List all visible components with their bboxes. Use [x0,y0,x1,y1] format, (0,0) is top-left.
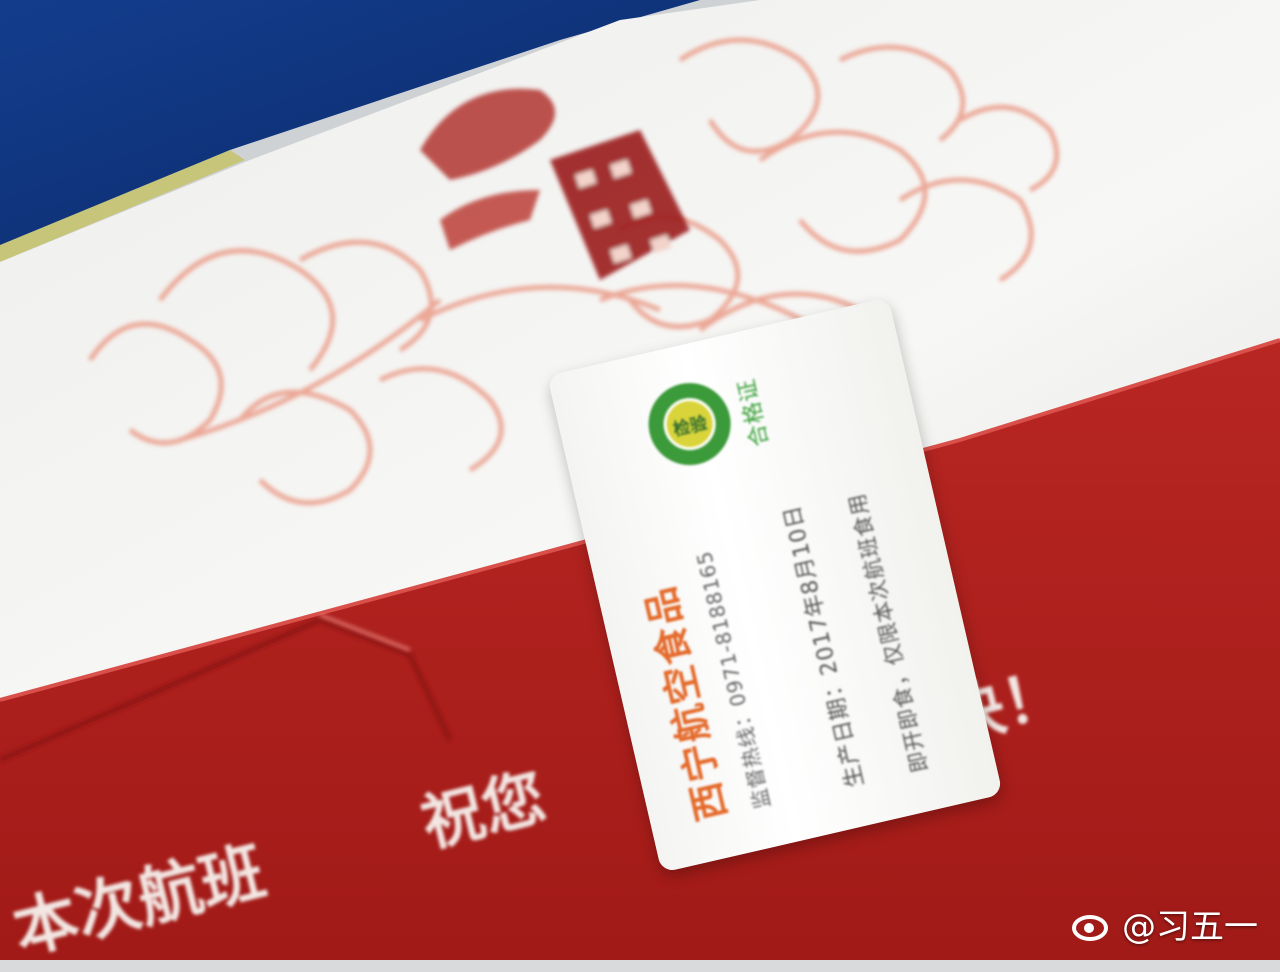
qa-label: 合格证 [734,375,775,449]
seat-edge [0,150,245,262]
box-logo [420,88,690,280]
box-top [0,0,1280,700]
box-flap [0,617,453,763]
qa-badge-icon: 检验 [640,374,739,474]
weibo-icon [1070,907,1114,941]
cloud-pattern [87,37,1060,506]
qa-badge-text: 检验 [658,392,721,456]
weibo-watermark: @习五一 [1070,899,1258,948]
box-edge [0,338,1280,702]
watermark-text: @习五一 [1122,907,1258,947]
blue-seat-cloth [0,0,700,250]
